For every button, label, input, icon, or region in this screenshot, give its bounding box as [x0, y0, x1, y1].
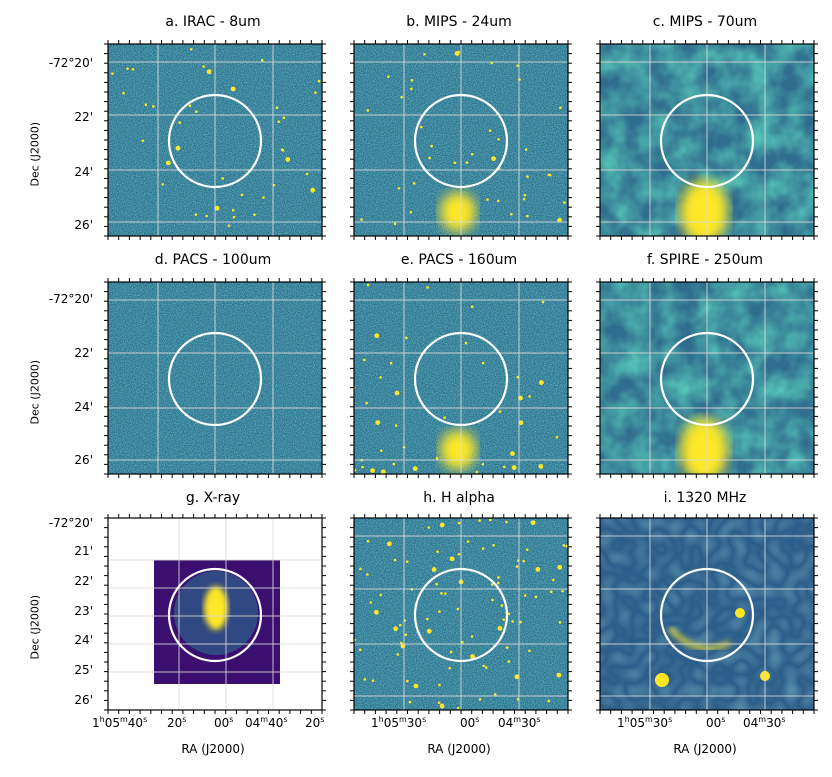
panel-h: [350, 514, 572, 714]
xtick-g-5: 20s: [305, 715, 325, 730]
ytick-r3-4: 24': [74, 633, 93, 647]
ytick-r1-1: 22': [74, 110, 93, 124]
xtick-h-2: 00s: [460, 715, 480, 730]
region-circle: [167, 93, 263, 189]
x-axis-label-i: RA (J2000): [673, 742, 737, 756]
panel-e: [350, 278, 572, 478]
ytick-r1-0: -72°20': [48, 56, 93, 70]
panel-g-title: g. X-ray: [185, 490, 241, 506]
ytick-r2-3: 26': [74, 453, 93, 467]
panel-i-title: i. 1320 MHz: [663, 490, 747, 506]
panel-a: [104, 40, 326, 240]
ytick-r3-6: 26': [74, 693, 93, 707]
ytick-r1-2: 24': [74, 165, 93, 179]
ytick-r2-2: 24': [74, 400, 93, 414]
region-circle: [413, 567, 509, 663]
ytick-r3-2: 22': [74, 574, 93, 588]
ytick-r3-1: 21': [74, 544, 93, 558]
ytick-r3-5: 25': [74, 663, 93, 677]
xtick-g-4: 04m40s: [245, 715, 288, 730]
region-circle: [413, 331, 509, 427]
region-circle: [659, 331, 755, 427]
xtick-g-2: 20s: [167, 715, 187, 730]
xtick-g-3: 00s: [214, 715, 234, 730]
region-circle: [167, 567, 263, 663]
ytick-r2-0: -72°20': [48, 292, 93, 306]
panel-c-title: c. MIPS - 70um: [652, 14, 758, 30]
xtick-h-3: 04m30s: [498, 715, 541, 730]
region-circle: [659, 93, 755, 189]
region-circle: [659, 567, 755, 663]
panel-f-title: f. SPIRE - 250um: [646, 252, 764, 268]
region-circle: [167, 331, 263, 427]
ytick-r2-1: 22': [74, 346, 93, 360]
panel-d-title: d. PACS - 100um: [154, 252, 272, 268]
panel-d: [104, 278, 326, 478]
xtick-i-2: 00s: [706, 715, 726, 730]
xtick-i-1: 1h05m30s: [617, 715, 673, 730]
panel-a-title: a. IRAC - 8um: [165, 14, 261, 30]
panel-b-title: b. MIPS - 24um: [406, 14, 512, 30]
panel-c: [596, 40, 818, 240]
ytick-r3-0: -72°20': [48, 516, 93, 530]
xtick-h-1: 1h05m30s: [371, 715, 427, 730]
x-axis-label-h: RA (J2000): [427, 742, 491, 756]
panel-i: [596, 514, 818, 714]
region-circle: [413, 93, 509, 189]
x-axis-label-g: RA (J2000): [181, 742, 245, 756]
panel-e-title: e. PACS - 160um: [400, 252, 518, 268]
ytick-r1-3: 26': [74, 218, 93, 232]
panel-f: [596, 278, 818, 478]
xtick-i-3: 04m30s: [743, 715, 786, 730]
panel-b: [350, 40, 572, 240]
panel-h-title: h. H alpha: [423, 490, 495, 506]
xtick-g-1: 1h05m40s: [92, 715, 148, 730]
ytick-r3-3: 23': [74, 604, 93, 618]
panel-g: [104, 514, 326, 714]
